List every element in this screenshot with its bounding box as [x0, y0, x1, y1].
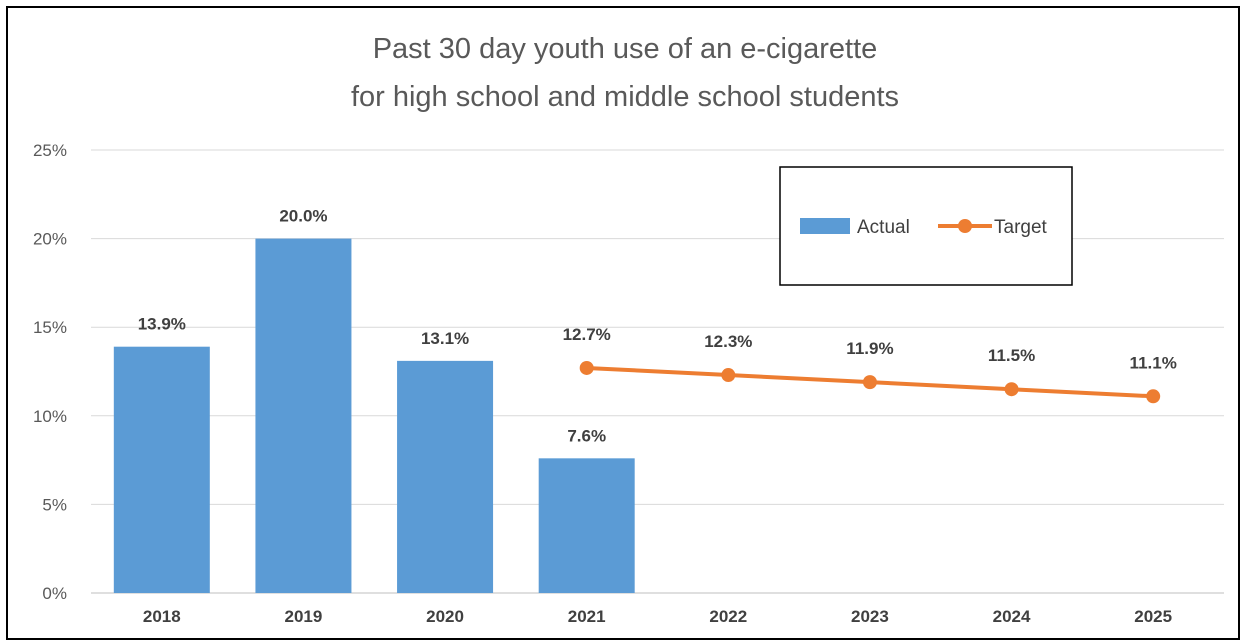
- x-tick-label: 2022: [709, 607, 747, 626]
- x-tick-label: 2025: [1134, 607, 1172, 626]
- y-tick-label: 25%: [33, 141, 67, 160]
- chart-frame: Past 30 day youth use of an e-cigarette …: [6, 6, 1240, 640]
- actual-data-label: 13.9%: [138, 315, 186, 334]
- actual-bars: [113, 238, 635, 593]
- chart-svg: Past 30 day youth use of an e-cigarette …: [33, 33, 1224, 626]
- x-tick-label: 2021: [568, 607, 606, 626]
- y-tick-label: 0%: [42, 584, 67, 603]
- target-point: [579, 360, 594, 375]
- target-data-label: 11.9%: [846, 339, 893, 358]
- x-axis-ticks: 2018 2019 2020 2021 2022 2023 2024 2025: [143, 607, 1172, 626]
- y-tick-label: 20%: [33, 230, 67, 249]
- x-tick-label: 2019: [285, 607, 323, 626]
- x-tick-label: 2024: [993, 607, 1031, 626]
- target-point: [1146, 389, 1161, 404]
- y-tick-label: 5%: [42, 495, 67, 514]
- x-tick-label: 2020: [426, 607, 464, 626]
- legend-target-label: Target: [994, 217, 1048, 238]
- actual-data-label: 20.0%: [279, 207, 327, 226]
- actual-data-label: 7.6%: [567, 426, 606, 445]
- y-tick-label: 15%: [33, 318, 67, 337]
- target-point: [1004, 382, 1019, 397]
- target-data-label: 11.5%: [988, 346, 1035, 365]
- chart-title-line-1: Past 30 day youth use of an e-cigarette: [373, 33, 878, 65]
- target-data-label: 11.1%: [1130, 353, 1177, 372]
- target-data-label: 12.3%: [704, 332, 752, 351]
- target-line: [579, 360, 1161, 404]
- y-axis-ticks: 0% 5% 10% 15% 20% 25%: [33, 141, 67, 603]
- target-point: [862, 375, 877, 390]
- legend-actual-label: Actual: [857, 217, 910, 238]
- actual-bar: [255, 238, 352, 593]
- legend-actual-swatch: [800, 218, 850, 234]
- x-tick-label: 2018: [143, 607, 181, 626]
- actual-bar: [538, 458, 635, 593]
- actual-bar: [113, 346, 210, 593]
- data-labels: 13.9% 20.0% 13.1% 7.6% 12.7% 12.3% 11.9% 11.5% 1…: [138, 207, 1177, 446]
- actual-bar: [397, 360, 494, 593]
- target-data-label: 12.7%: [563, 325, 611, 344]
- legend-target-marker: [958, 219, 972, 233]
- chart-title-line-2: for high school and middle school studen…: [351, 81, 899, 113]
- target-point: [721, 368, 736, 383]
- actual-data-label: 13.1%: [421, 329, 469, 348]
- y-tick-label: 10%: [33, 407, 67, 426]
- legend: Actual Target: [779, 166, 1073, 286]
- x-tick-label: 2023: [851, 607, 889, 626]
